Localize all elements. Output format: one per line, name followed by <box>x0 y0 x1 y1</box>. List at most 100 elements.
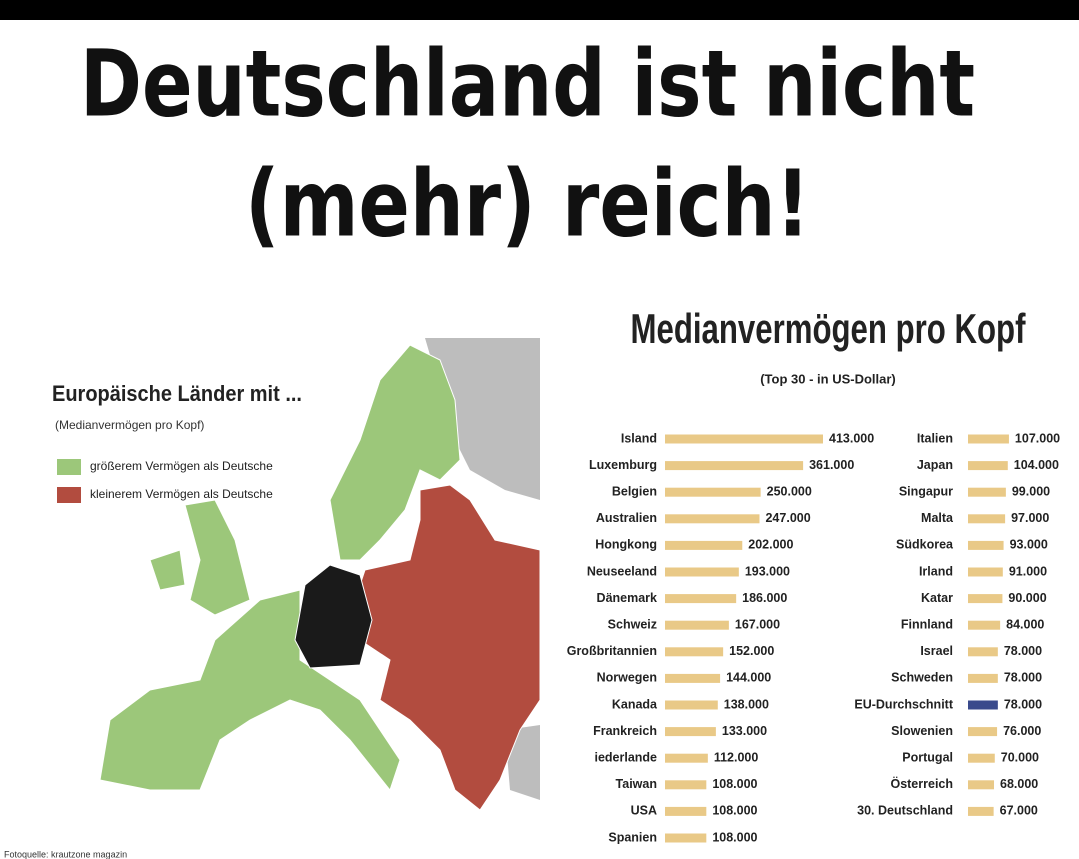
legend-swatch <box>57 459 81 475</box>
bar <box>968 487 1006 497</box>
map-region-red <box>354 484 541 811</box>
bar <box>968 514 1006 524</box>
bar <box>968 727 998 737</box>
map: Europäische Länder mit ... (Medianvermög… <box>52 338 541 830</box>
bar <box>665 780 707 790</box>
bar <box>968 540 1004 550</box>
category-label: Frankreich <box>593 724 657 738</box>
category-label: Belgien <box>612 484 657 498</box>
bar <box>665 620 729 630</box>
category-label: Spanien <box>608 830 657 844</box>
category-label: iederlande <box>594 750 657 764</box>
category-label: Kanada <box>612 697 658 711</box>
category-label: Portugal <box>902 750 953 764</box>
map-subtitle: (Medianvermögen pro Kopf) <box>55 418 204 432</box>
value-label: 97.000 <box>1011 511 1049 525</box>
value-label: 67.000 <box>1000 804 1038 818</box>
bar <box>665 461 804 471</box>
value-label: 107.000 <box>1015 431 1060 445</box>
category-label: Österreich <box>890 776 953 791</box>
category-label: USA <box>631 804 657 818</box>
bar <box>968 567 1003 577</box>
bar <box>665 487 761 497</box>
value-label: 84.000 <box>1006 617 1044 631</box>
bar <box>665 434 823 444</box>
bar <box>665 647 724 657</box>
legend-swatch <box>57 487 81 503</box>
value-label: 70.000 <box>1001 750 1039 764</box>
category-label: Südkorea <box>896 538 954 552</box>
headline-line: (mehr) reich! <box>245 150 810 257</box>
bar <box>665 806 707 816</box>
category-label: 30. Deutschland <box>857 804 953 818</box>
bar <box>968 620 1001 630</box>
value-label: 78.000 <box>1004 671 1042 685</box>
value-label: 138.000 <box>724 697 769 711</box>
value-label: 361.000 <box>809 458 854 472</box>
value-label: 108.000 <box>712 804 757 818</box>
bar <box>968 434 1009 444</box>
value-label: 104.000 <box>1014 458 1059 472</box>
bar <box>665 514 760 524</box>
map-region-green <box>99 589 401 792</box>
bar <box>968 673 998 683</box>
category-label: EU-Durchschnitt <box>854 697 953 711</box>
bar <box>968 753 995 763</box>
category-label: Schweiz <box>608 617 657 631</box>
map-region-green <box>329 344 461 561</box>
value-label: 202.000 <box>748 538 793 552</box>
category-label: Finnland <box>901 617 953 631</box>
bar <box>968 461 1008 471</box>
bar <box>665 753 708 763</box>
source: Fotoquelle: krautzone magazin <box>4 849 127 859</box>
value-label: 78.000 <box>1004 697 1042 711</box>
category-label: Neuseeland <box>587 564 657 578</box>
value-label: 99.000 <box>1012 484 1050 498</box>
value-label: 247.000 <box>765 511 810 525</box>
value-label: 186.000 <box>742 591 787 605</box>
value-label: 152.000 <box>729 644 774 658</box>
map-other <box>425 338 540 800</box>
category-label: Singapur <box>899 484 953 498</box>
bar <box>968 780 995 790</box>
bar <box>968 700 998 710</box>
value-label: 90.000 <box>1008 591 1046 605</box>
category-label: Katar <box>921 591 953 605</box>
category-label: Italien <box>917 431 953 445</box>
bar <box>968 806 994 816</box>
category-label: Island <box>621 431 657 445</box>
bar <box>665 567 739 577</box>
category-label: Großbritannien <box>567 644 657 658</box>
value-label: 112.000 <box>714 750 759 764</box>
value-label: 193.000 <box>745 564 790 578</box>
value-label: 108.000 <box>712 830 757 844</box>
value-label: 144.000 <box>726 671 771 685</box>
category-label: Taiwan <box>616 777 657 791</box>
bar <box>665 673 721 683</box>
legend-label: größerem Vermögen als Deutsche <box>90 459 273 473</box>
top-bar <box>0 0 1079 20</box>
value-label: 93.000 <box>1010 538 1048 552</box>
bar <box>665 700 718 710</box>
category-label: Japan <box>917 458 953 472</box>
value-label: 413.000 <box>829 431 874 445</box>
value-label: 68.000 <box>1000 777 1038 791</box>
map-region-green <box>149 499 251 616</box>
category-label: Hongkong <box>595 538 657 552</box>
legend-label: kleinerem Vermögen als Deutsche <box>90 487 273 501</box>
category-label: Luxemburg <box>589 458 657 472</box>
bar <box>665 833 707 843</box>
value-label: 167.000 <box>735 617 780 631</box>
map-title: Europäische Länder mit ... <box>52 381 302 406</box>
bar <box>665 727 716 737</box>
category-label: Irland <box>919 564 953 578</box>
value-label: 76.000 <box>1003 724 1041 738</box>
map-germany <box>294 564 373 669</box>
value-label: 133.000 <box>722 724 767 738</box>
category-label: Slowenien <box>891 724 953 738</box>
category-label: Norwegen <box>597 671 657 685</box>
category-label: Australien <box>596 511 657 525</box>
chart-title: Medianvermögen pro Kopf <box>631 305 1027 352</box>
bar <box>968 647 998 657</box>
